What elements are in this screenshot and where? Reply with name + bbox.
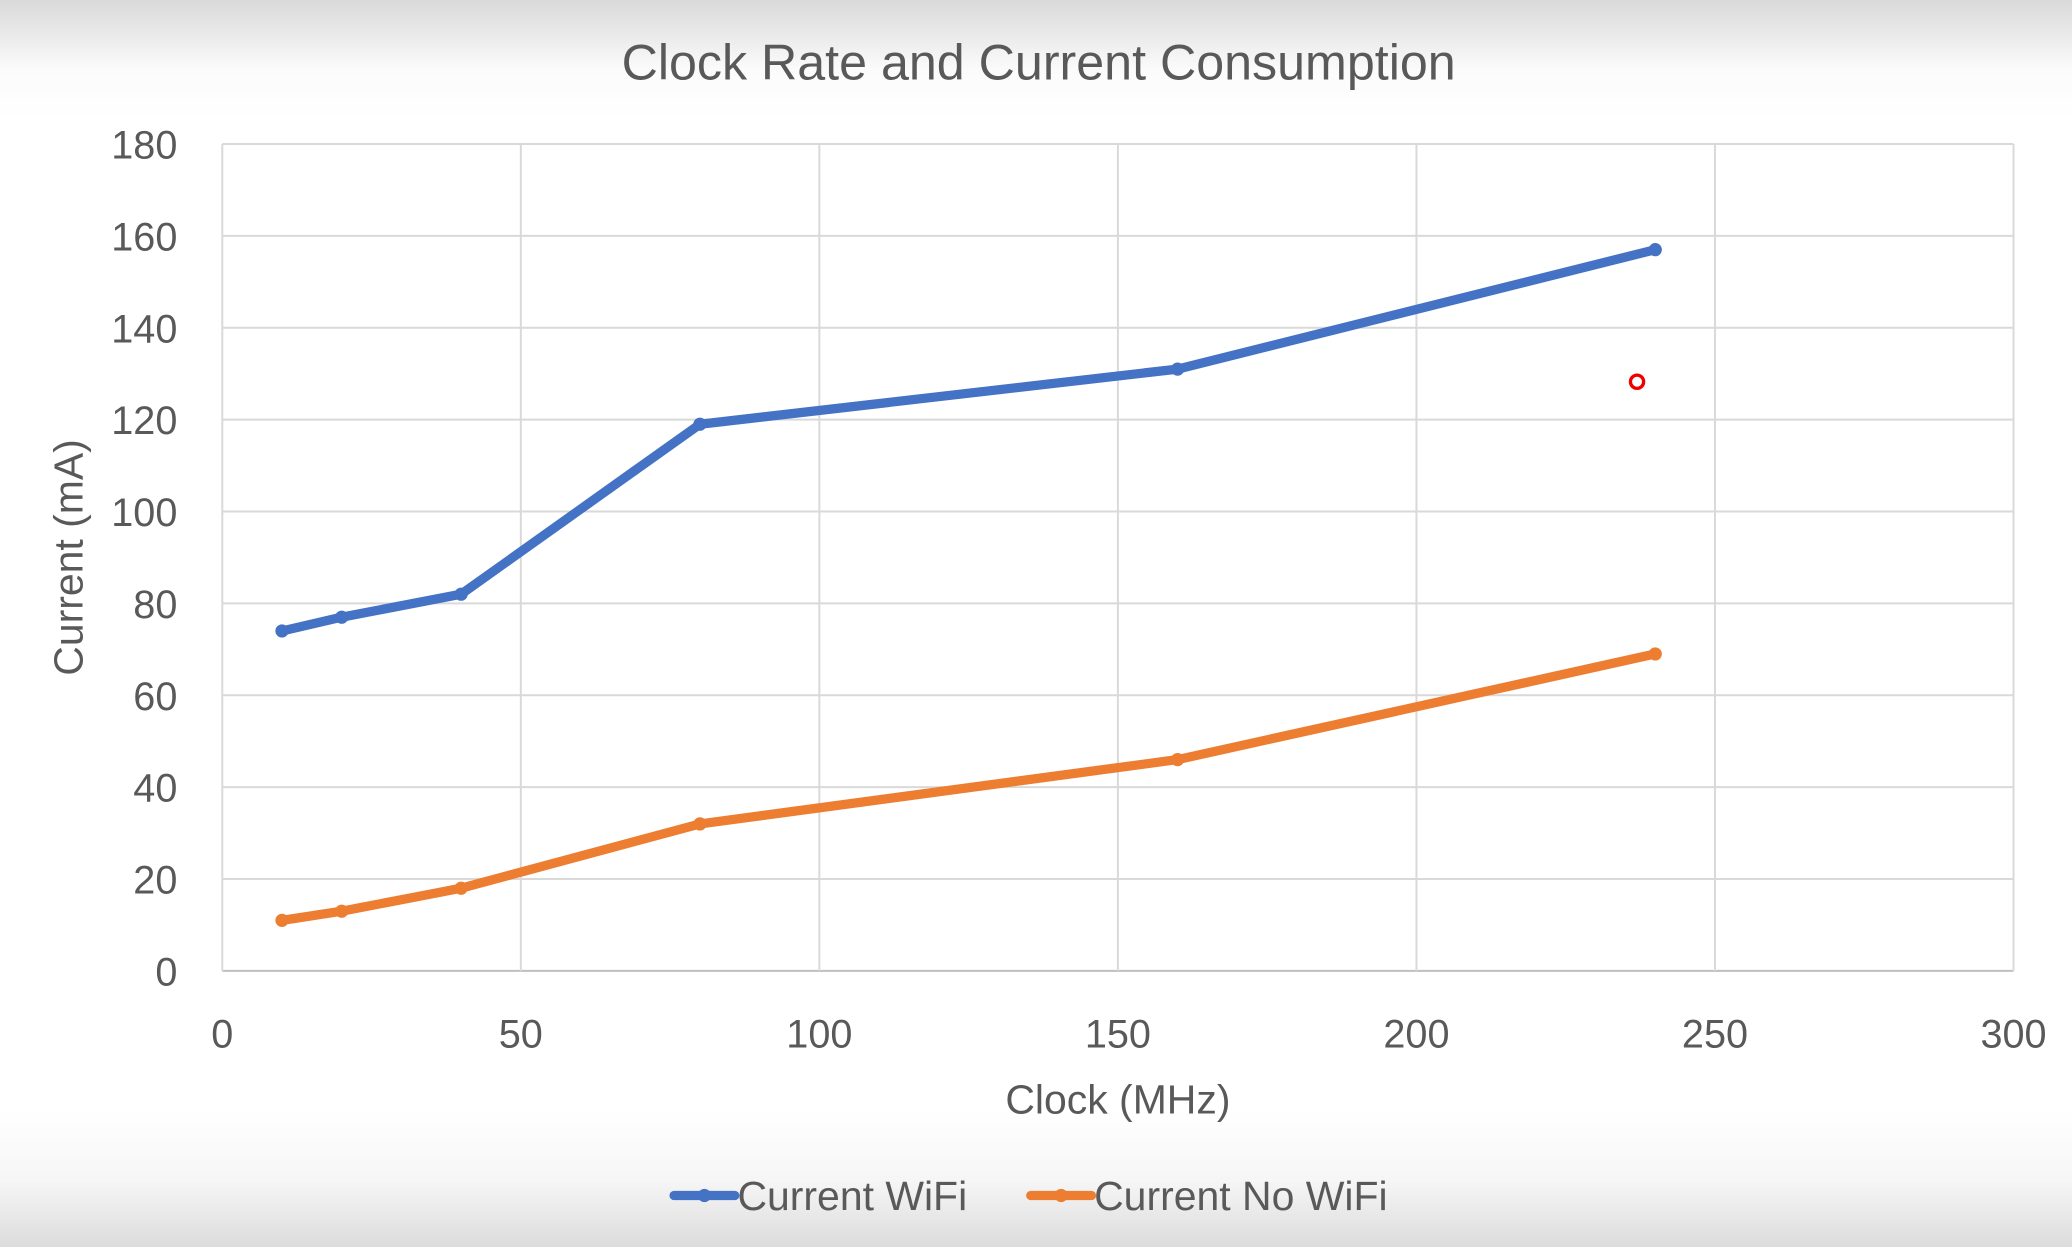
data-point <box>454 881 468 895</box>
y-tick-labels: 0 20 40 60 80 100 120 140 160 180 <box>111 124 177 995</box>
data-point <box>1171 362 1185 376</box>
data-point <box>335 904 349 918</box>
series-lines <box>275 243 1662 927</box>
x-tick-label: 50 <box>499 1013 543 1057</box>
x-tick-label: 150 <box>1085 1013 1151 1057</box>
y-tick-label: 160 <box>111 215 177 259</box>
x-tick-label: 0 <box>211 1013 233 1057</box>
y-axis-label: Current (mA) <box>45 439 91 676</box>
legend-label: Current WiFi <box>737 1173 967 1219</box>
data-point <box>693 817 707 831</box>
x-tick-label: 200 <box>1383 1013 1449 1057</box>
data-point <box>335 610 349 624</box>
y-tick-label: 20 <box>133 859 177 903</box>
y-tick-label: 60 <box>133 675 177 719</box>
y-tick-label: 140 <box>111 307 177 351</box>
y-tick-label: 100 <box>111 491 177 535</box>
cursor-dot <box>1628 373 1646 391</box>
grid <box>221 142 2015 972</box>
legend: Current WiFi Current No WiFi <box>669 1173 1388 1219</box>
data-point <box>693 417 707 431</box>
data-point <box>1648 243 1662 257</box>
legend-marker <box>1054 1188 1068 1203</box>
y-tick-label: 0 <box>155 950 177 994</box>
series-line-0 <box>277 245 1660 636</box>
x-tick-label: 300 <box>1980 1013 2046 1057</box>
x-axis-label: Clock (MHz) <box>1005 1077 1230 1123</box>
chart-title: Clock Rate and Current Consumption <box>622 34 1456 90</box>
x-tick-label: 100 <box>786 1013 852 1057</box>
x-tick-label: 250 <box>1682 1013 1748 1057</box>
data-point <box>1648 647 1662 661</box>
data-point <box>275 624 289 638</box>
x-tick-labels: 0 50 100 150 200 250 300 <box>211 1013 2046 1057</box>
y-tick-label: 120 <box>111 399 177 443</box>
data-point <box>454 587 468 601</box>
data-point <box>275 913 289 927</box>
y-tick-label: 180 <box>111 124 177 168</box>
data-point <box>1171 752 1185 767</box>
y-tick-label: 80 <box>133 583 177 627</box>
legend-marker <box>697 1188 712 1203</box>
series-line-1 <box>277 649 1660 926</box>
legend-label: Current No WiFi <box>1094 1173 1387 1219</box>
y-tick-label: 40 <box>133 767 177 811</box>
